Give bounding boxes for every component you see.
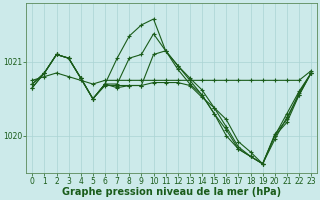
X-axis label: Graphe pression niveau de la mer (hPa): Graphe pression niveau de la mer (hPa) xyxy=(62,187,281,197)
